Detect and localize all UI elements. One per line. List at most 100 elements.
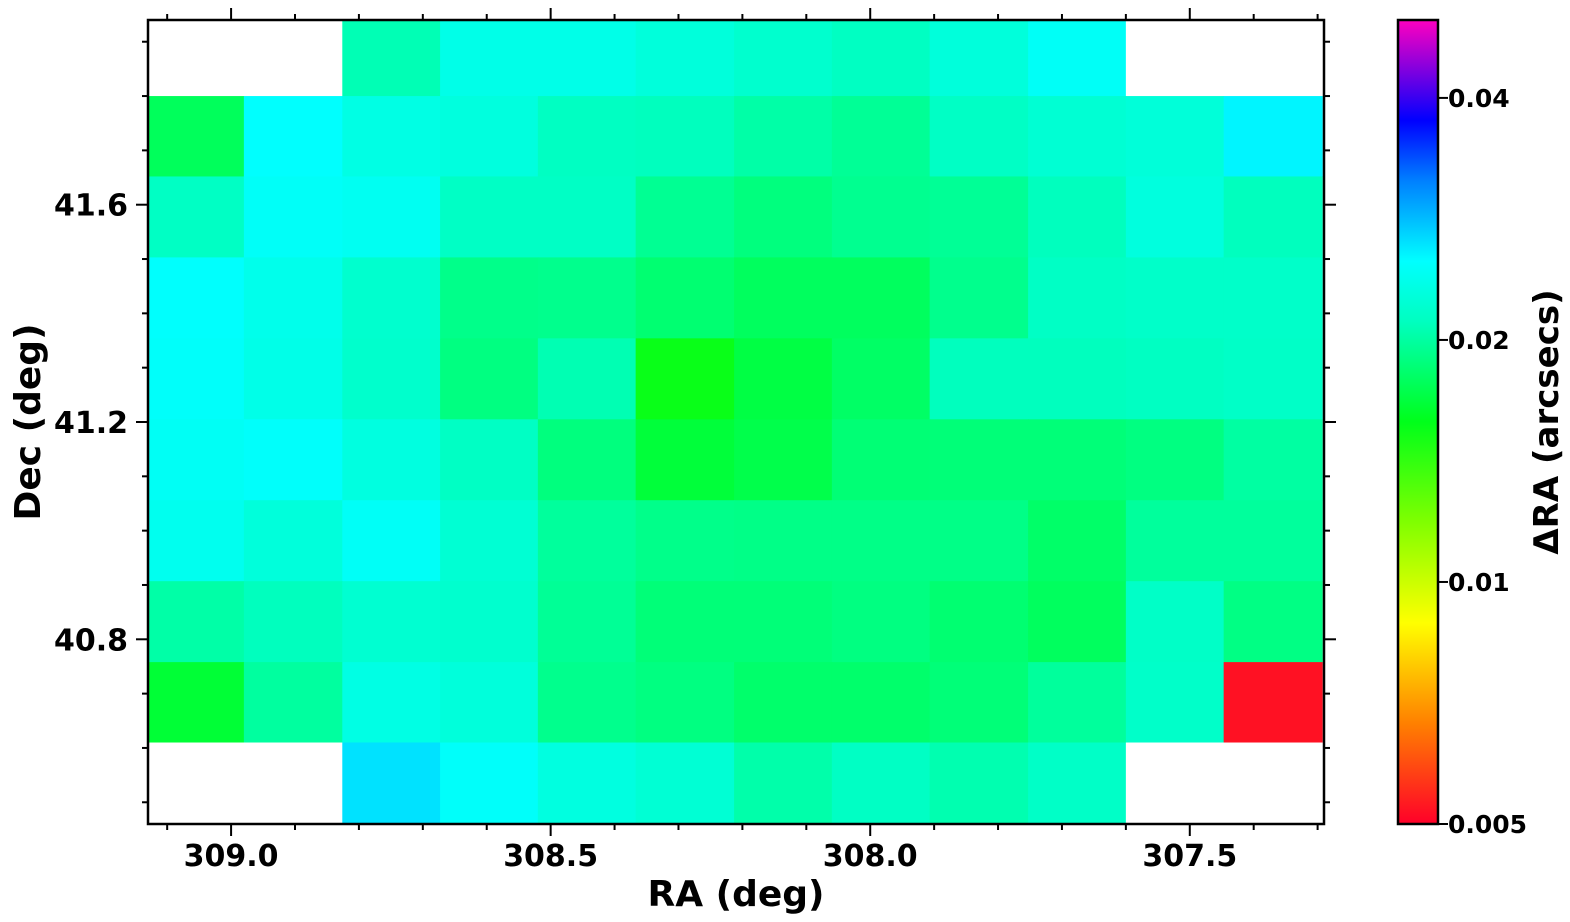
y-tick-label: 41.6: [54, 189, 128, 224]
heatmap-cell: [342, 662, 441, 744]
heatmap-cell: [1125, 257, 1225, 339]
heatmap-cell: [635, 742, 735, 825]
heatmap-cell: [537, 176, 637, 258]
heatmap-cell: [1223, 742, 1323, 825]
heatmap-cell: [734, 581, 833, 663]
heatmap-cell: [929, 419, 1029, 501]
heatmap-cell: [537, 742, 637, 825]
heatmap-cell: [929, 96, 1029, 178]
heatmap-cell: [148, 96, 245, 178]
heatmap-cell: [440, 20, 539, 97]
heatmap-cell: [635, 96, 735, 178]
heatmap-cell: [1223, 20, 1323, 97]
heatmap-cell: [1028, 96, 1127, 178]
heatmap-cell: [342, 500, 441, 582]
heatmap-cell: [1223, 96, 1323, 178]
heatmap-cell: [1028, 338, 1127, 420]
heatmap-cell: [1028, 662, 1127, 744]
heatmap-cell: [1028, 20, 1127, 97]
heatmap-cell: [1125, 338, 1225, 420]
heatmap-cell: [635, 338, 735, 420]
heatmap-cell: [243, 662, 343, 744]
colorbar-tick-label: 0.005: [1448, 810, 1527, 839]
heatmap-cell: [342, 338, 441, 420]
heatmap-cell: [342, 581, 441, 663]
heatmap-cell: [537, 419, 637, 501]
heatmap-cell: [148, 257, 245, 339]
heatmap-cell: [537, 20, 637, 97]
heatmap-cell: [440, 581, 539, 663]
heatmap-cell: [342, 96, 441, 178]
y-tick-label: 41.2: [54, 406, 128, 441]
heatmap-cell: [635, 662, 735, 744]
heatmap-cell: [243, 419, 343, 501]
heatmap-cell: [929, 662, 1029, 744]
heatmap-cell: [734, 662, 833, 744]
y-axis-label: Dec (deg): [8, 323, 49, 520]
heatmap-cell: [734, 500, 833, 582]
heatmap-cell: [440, 257, 539, 339]
heatmap-cell: [1028, 581, 1127, 663]
heatmap-cell: [148, 20, 245, 97]
heatmap-cell: [1223, 500, 1323, 582]
heatmap-cell: [734, 338, 833, 420]
heatmap-cell: [148, 419, 245, 501]
heatmap-cell: [929, 742, 1029, 825]
heatmap-cell: [440, 96, 539, 178]
heatmap-cell: [1125, 20, 1225, 97]
heatmap-cell: [831, 20, 931, 97]
heatmap-cell: [243, 96, 343, 178]
heatmap-cell: [440, 500, 539, 582]
heatmap-cell: [1125, 419, 1225, 501]
heatmap-cell: [734, 257, 833, 339]
colorbar-tick-label: 0.04: [1448, 84, 1510, 113]
heatmap-cell: [148, 500, 245, 582]
heatmap-cell: [1223, 176, 1323, 258]
heatmap-cell: [1223, 257, 1323, 339]
heatmap-cell: [831, 662, 931, 744]
x-tick-label: 309.0: [184, 839, 279, 874]
heatmap-cell: [537, 662, 637, 744]
heatmap-cell: [243, 176, 343, 258]
heatmap-cell: [1125, 500, 1225, 582]
heatmap-cell: [635, 257, 735, 339]
colorbar-tick-label: 0.01: [1448, 568, 1510, 597]
heatmap-cell: [342, 742, 441, 825]
heatmap-cell: [929, 20, 1029, 97]
colorbar-ticks: 0.005 0.01 0.02 0.04: [1438, 84, 1527, 839]
heatmap-cell: [148, 338, 245, 420]
heatmap-cell: [537, 96, 637, 178]
heatmap-cell: [1028, 419, 1127, 501]
heatmap-cell: [734, 176, 833, 258]
heatmap-cell: [148, 581, 245, 663]
heatmap-cell: [1125, 176, 1225, 258]
heatmap-cells: [148, 20, 1323, 825]
heatmap-cell: [831, 742, 931, 825]
heatmap-cell: [1125, 96, 1225, 178]
heatmap-cell: [929, 257, 1029, 339]
heatmap-cell: [440, 419, 539, 501]
plot-frame: [146, 18, 1326, 826]
heatmap-cell: [342, 419, 441, 501]
heatmap-cell: [243, 338, 343, 420]
heatmap-cell: [342, 20, 441, 97]
heatmap-cell: [148, 176, 245, 258]
heatmap-cell: [929, 338, 1029, 420]
colorbar-label: ΔRA (arcsecs): [1527, 289, 1567, 554]
heatmap-cell: [831, 257, 931, 339]
heatmap-cell: [1223, 338, 1323, 420]
heatmap-cell: [1223, 581, 1323, 663]
heatmap-cell: [831, 500, 931, 582]
x-tick-labels: 309.0 308.5 308.0 307.5: [184, 839, 1238, 874]
heatmap-cell: [148, 742, 245, 825]
colorbar: [1396, 18, 1440, 826]
y-tick-labels: 40.8 41.2 41.6: [54, 189, 128, 659]
heatmap-cell: [1028, 500, 1127, 582]
heatmap-cell: [243, 581, 343, 663]
heatmap-cell: [1125, 742, 1225, 825]
heatmap-cell: [1223, 662, 1323, 744]
heatmap-cell: [734, 20, 833, 97]
heatmap-cell: [734, 419, 833, 501]
heatmap-cell: [734, 742, 833, 825]
heatmap-cell: [342, 176, 441, 258]
